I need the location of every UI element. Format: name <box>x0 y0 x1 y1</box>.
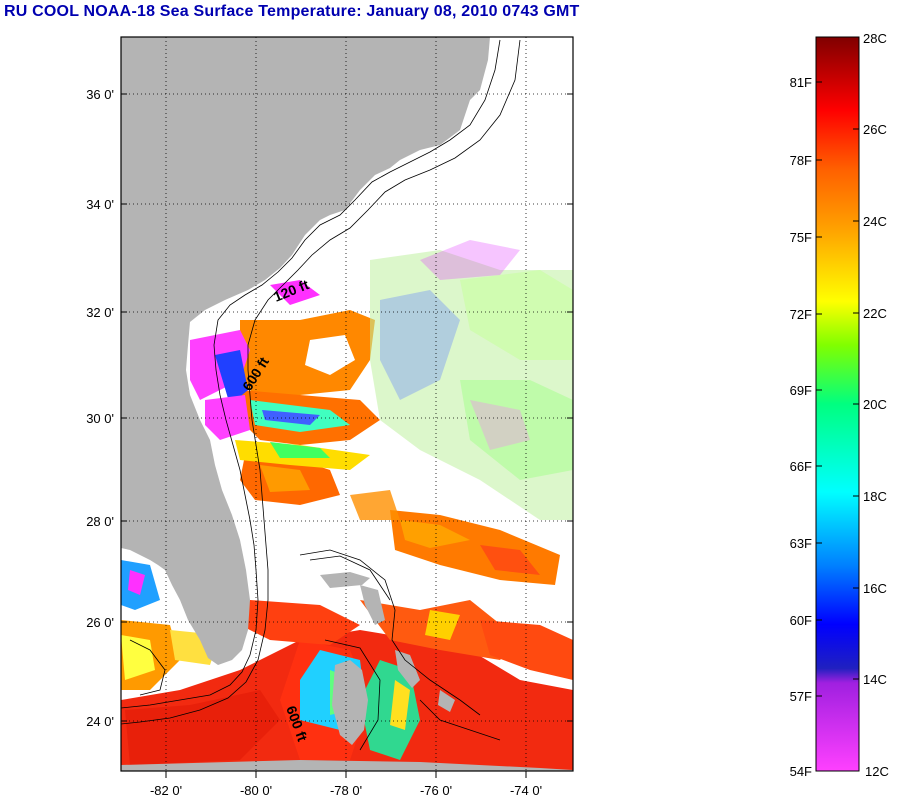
abaco-island <box>360 585 385 625</box>
svg-text:69F: 69F <box>790 383 812 398</box>
svg-text:12C: 12C <box>865 764 889 779</box>
latitude-labels: 36 0' 34 0' 32 0' 30 0' 28 0' 26 0' 24 0… <box>86 87 114 729</box>
tick-marks <box>121 93 573 778</box>
eleuthera <box>395 650 420 688</box>
cuba <box>121 760 573 771</box>
svg-text:60F: 60F <box>790 613 812 628</box>
svg-text:28C: 28C <box>863 31 887 46</box>
colorbar-celsius-labels: 28C 26C 24C 22C 20C 18C 16C 14C 12C <box>863 31 889 779</box>
us-mainland <box>121 37 490 665</box>
graticule <box>121 37 573 771</box>
lat-label-32: 32 0' <box>86 305 114 320</box>
svg-text:72F: 72F <box>790 307 812 322</box>
svg-text:81F: 81F <box>790 75 812 90</box>
svg-text:16C: 16C <box>863 581 887 596</box>
svg-text:78F: 78F <box>790 153 812 168</box>
map-title: RU COOL NOAA-18 Sea Surface Temperature:… <box>4 3 580 20</box>
lat-label-26: 26 0' <box>86 615 114 630</box>
colorbar: 81F 78F 75F 72F 69F 66F 63F 60F 57F 54F … <box>790 31 889 779</box>
svg-text:57F: 57F <box>790 689 812 704</box>
colorbar-fahrenheit-labels: 81F 78F 75F 72F 69F 66F 63F 60F 57F 54F <box>790 75 812 779</box>
lon-label-76: -76 0' <box>420 783 452 798</box>
colorbar-ticks <box>816 81 859 697</box>
svg-text:14C: 14C <box>863 672 887 687</box>
svg-text:24C: 24C <box>863 214 887 229</box>
map-panel <box>121 37 573 771</box>
svg-text:18C: 18C <box>863 489 887 504</box>
longitude-labels: -82 0' -80 0' -78 0' -76 0' -74 0' <box>150 783 542 798</box>
lat-label-36: 36 0' <box>86 87 114 102</box>
lon-label-82: -82 0' <box>150 783 182 798</box>
svg-text:66F: 66F <box>790 459 812 474</box>
colorbar-gradient <box>816 37 859 771</box>
svg-text:75F: 75F <box>790 230 812 245</box>
svg-text:54F: 54F <box>790 764 812 779</box>
lon-label-80: -80 0' <box>240 783 272 798</box>
svg-text:26C: 26C <box>863 122 887 137</box>
svg-text:63F: 63F <box>790 536 812 551</box>
lon-label-74: -74 0' <box>510 783 542 798</box>
andros-island <box>332 660 368 745</box>
svg-text:22C: 22C <box>863 306 887 321</box>
lat-label-24: 24 0' <box>86 714 114 729</box>
land-layer <box>121 37 573 771</box>
bathymetry-contours <box>121 39 521 751</box>
lon-label-78: -78 0' <box>330 783 362 798</box>
lat-label-34: 34 0' <box>86 197 114 212</box>
lat-label-28: 28 0' <box>86 514 114 529</box>
svg-text:20C: 20C <box>863 397 887 412</box>
lat-label-30: 30 0' <box>86 411 114 426</box>
exuma <box>438 690 455 712</box>
map-frame <box>120 36 574 772</box>
grand-bahama <box>320 572 370 588</box>
